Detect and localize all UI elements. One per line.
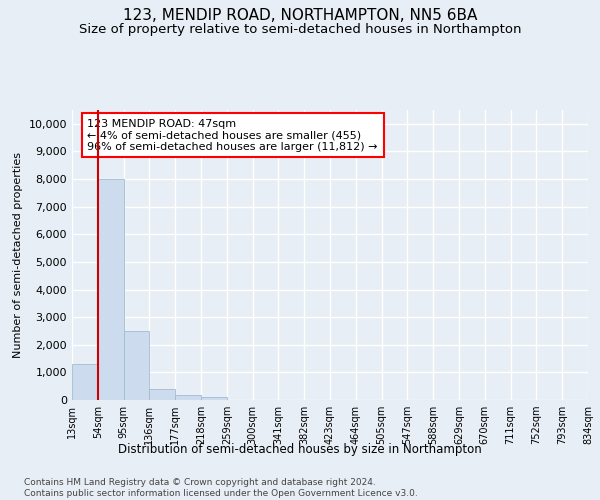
Bar	[175, 395, 201, 400]
Bar	[149, 389, 175, 400]
Text: Distribution of semi-detached houses by size in Northampton: Distribution of semi-detached houses by …	[118, 442, 482, 456]
Bar	[124, 331, 149, 400]
Text: 123, MENDIP ROAD, NORTHAMPTON, NN5 6BA: 123, MENDIP ROAD, NORTHAMPTON, NN5 6BA	[123, 8, 477, 22]
Bar	[98, 179, 124, 400]
Bar	[201, 397, 227, 400]
Text: 123 MENDIP ROAD: 47sqm
← 4% of semi-detached houses are smaller (455)
96% of sem: 123 MENDIP ROAD: 47sqm ← 4% of semi-deta…	[88, 118, 378, 152]
Text: Size of property relative to semi-detached houses in Northampton: Size of property relative to semi-detach…	[79, 22, 521, 36]
Text: Contains HM Land Registry data © Crown copyright and database right 2024.
Contai: Contains HM Land Registry data © Crown c…	[24, 478, 418, 498]
Y-axis label: Number of semi-detached properties: Number of semi-detached properties	[13, 152, 23, 358]
Bar	[72, 364, 98, 400]
